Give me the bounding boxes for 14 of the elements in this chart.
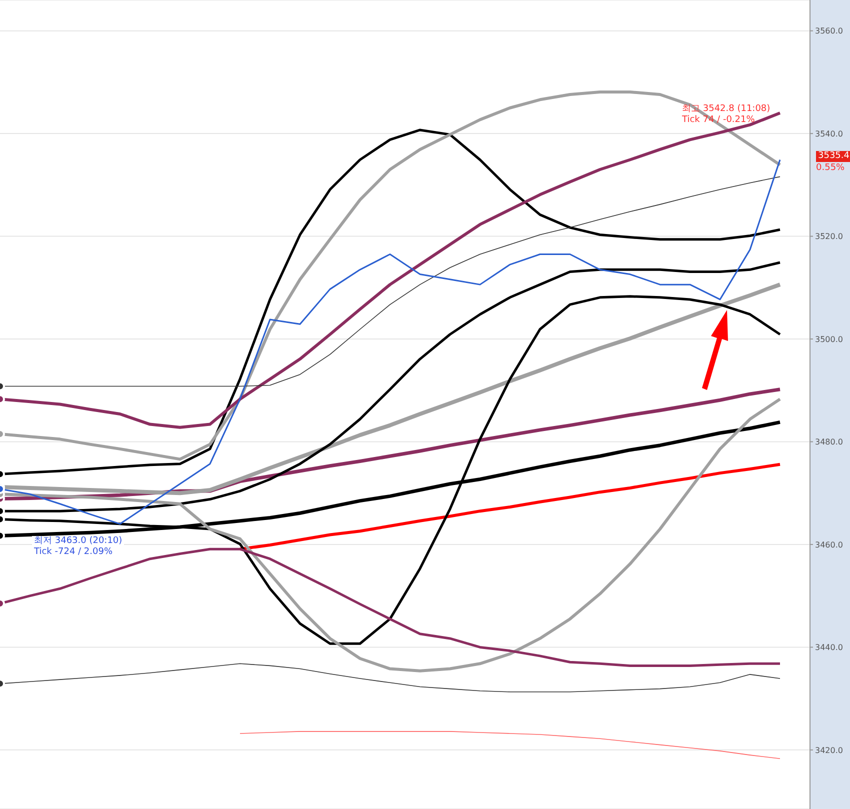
text: 3535.4: [816, 151, 850, 162]
text: 0.55%: [816, 163, 845, 174]
annotation: 최고 3542.8 (11:08): [682, 104, 770, 115]
y-tick-label: 3540.0: [815, 129, 843, 138]
annotation: 최저 3463.0 (20:10): [32, 536, 124, 547]
y-tick-label: 3420.0: [815, 746, 843, 755]
annotation: Tick 74 / -0.21%: [682, 115, 755, 126]
y-tick-label: 3500.0: [815, 334, 843, 344]
y-tick-label: 3440.0: [815, 643, 843, 652]
y-tick-label: 3560.0: [815, 26, 843, 36]
y-tick-label: 3520.0: [815, 232, 843, 242]
y-tick-label: 3460.0: [815, 540, 843, 550]
annotation: Tick -724 / 2.09%: [32, 547, 115, 558]
y-tick-label: 3480.0: [815, 438, 843, 447]
